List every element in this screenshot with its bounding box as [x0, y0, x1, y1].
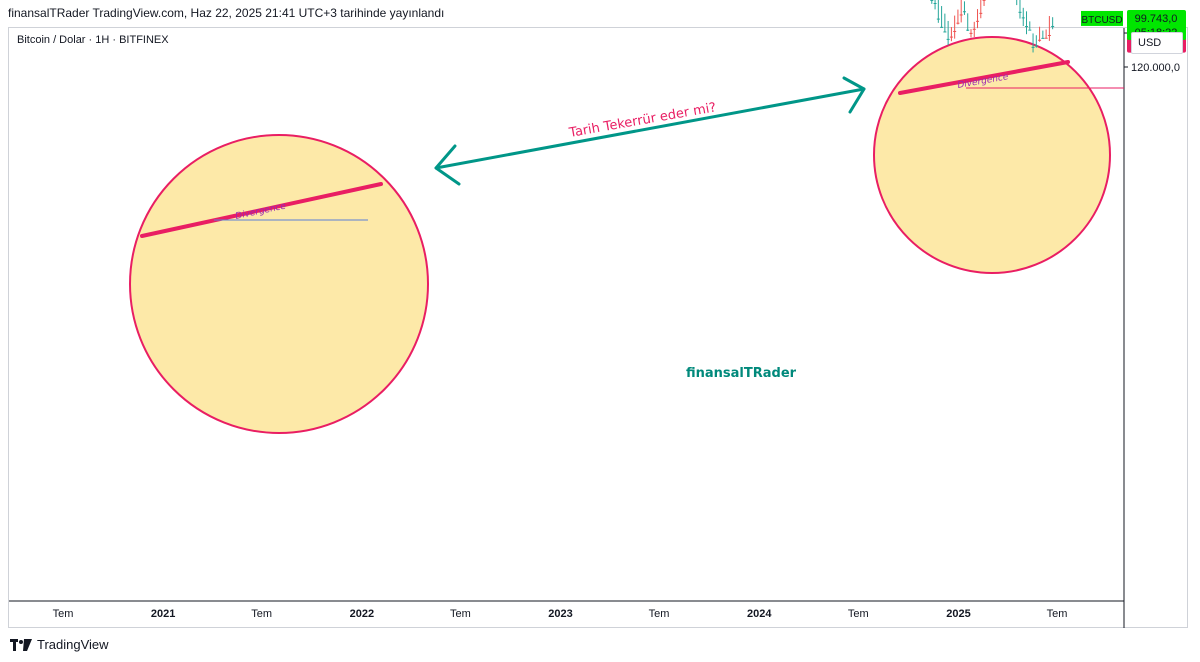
- candle-body: [959, 14, 963, 16]
- candle-body: [953, 30, 957, 32]
- symbol-title: Bitcoin / Dolar · 1H · BITFINEX: [17, 34, 169, 46]
- tradingview-brand: TradingView: [37, 637, 109, 652]
- candle-body: [972, 28, 976, 30]
- x-tick-label: Tem: [649, 608, 670, 620]
- x-tick-label: 2024: [747, 608, 772, 620]
- candle-body: [1034, 45, 1038, 47]
- candle-body: [936, 18, 940, 20]
- x-tick-label: 2022: [350, 608, 374, 620]
- chart-frame: [8, 27, 1188, 628]
- candle-body: [940, 26, 944, 28]
- candle-body: [933, 3, 937, 5]
- x-tick-label: Tem: [53, 608, 74, 620]
- y-tick-label: 120.000,0: [1131, 62, 1180, 74]
- candle-body: [1018, 11, 1022, 13]
- candle-body: [1047, 35, 1051, 37]
- x-tick-label: 2023: [548, 608, 572, 620]
- candle-body: [966, 29, 970, 31]
- x-tick-label: 2025: [946, 608, 970, 620]
- arrowhead-left: [434, 144, 461, 186]
- x-tick-label: Tem: [1047, 608, 1068, 620]
- candle-body: [930, 0, 934, 1]
- symbol-tag-label: BTCUSD: [1081, 15, 1122, 26]
- candle-body: [969, 32, 973, 34]
- x-tick-label: Tem: [848, 608, 869, 620]
- divergence-line-2021: [140, 182, 383, 238]
- candle-body: [962, 11, 966, 13]
- candle-body: [1044, 37, 1048, 39]
- history-circle-2021: [129, 134, 429, 434]
- candle-body: [1025, 26, 1029, 28]
- candle-body: [979, 12, 983, 14]
- candle-body: [1028, 29, 1032, 31]
- candle-body: [949, 36, 953, 38]
- arrowhead-right: [842, 76, 866, 114]
- candle-body: [976, 20, 980, 22]
- currency-button[interactable]: USD: [1131, 32, 1183, 54]
- candle-body: [956, 22, 960, 24]
- candle-body: [1021, 17, 1025, 19]
- tradingview-footer[interactable]: TradingView: [10, 637, 109, 652]
- candle-body: [1041, 37, 1045, 39]
- author-watermark: finansalTRader: [686, 366, 797, 381]
- candle-body: [982, 0, 986, 1]
- last-price-label: 99.743,0: [1135, 13, 1178, 25]
- candle-body: [1031, 46, 1035, 48]
- x-tick-label: Tem: [251, 608, 272, 620]
- publish-info: finansalTRader TradingView.com, Haz 22, …: [8, 6, 445, 20]
- x-tick-label: 2021: [151, 608, 175, 620]
- candle-body: [1051, 25, 1055, 27]
- divergence-line-2025: [898, 60, 1070, 95]
- tradingview-logo-icon: [10, 638, 32, 651]
- symbol-tag: [1081, 10, 1123, 26]
- x-tick-label: Tem: [450, 608, 471, 620]
- candle-body: [946, 38, 950, 40]
- candles: [930, 0, 1055, 53]
- candle-body: [1038, 39, 1042, 41]
- candle-body: [943, 31, 947, 33]
- y-tick-label: 90.000,0: [1131, 0, 1174, 1]
- comparison-arrow: [434, 87, 866, 170]
- history-circle-2025: [873, 36, 1111, 274]
